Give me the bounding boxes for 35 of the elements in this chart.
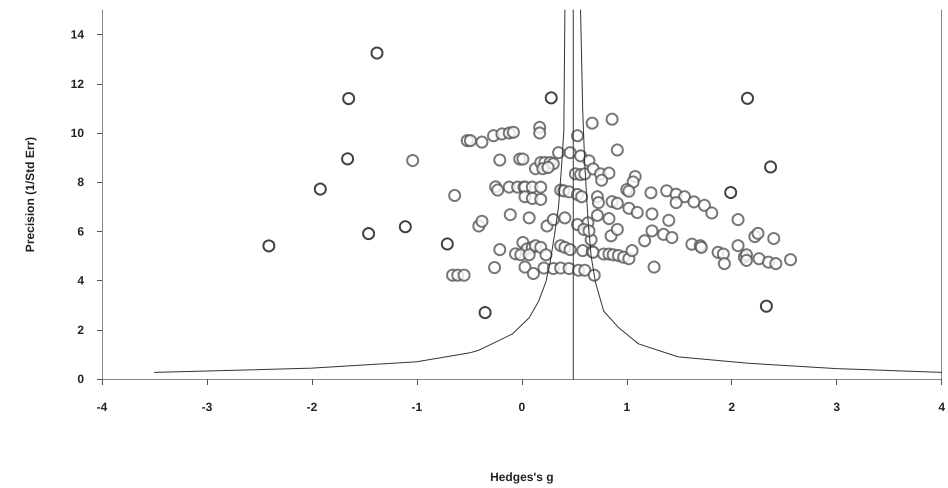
point [760, 300, 773, 313]
point [342, 92, 356, 106]
y-tick-label: 2 [77, 322, 84, 337]
y-tick-label: 12 [70, 76, 84, 91]
point [764, 160, 778, 174]
point [440, 237, 454, 250]
line-series [154, 10, 566, 373]
y-tick-label: 4 [77, 274, 84, 288]
x-tick-label: -4 [96, 400, 108, 414]
y-tick-label: 10 [70, 126, 84, 140]
point [544, 91, 558, 104]
y-tick-label: 0 [77, 372, 84, 386]
x-tick-label: 0 [518, 400, 526, 414]
x-tick-label: -2 [306, 400, 318, 414]
x-tick-label: 4 [938, 400, 946, 414]
point [741, 92, 754, 105]
y-tick-label: 8 [77, 175, 84, 190]
x-tick-label: 3 [833, 400, 840, 414]
x-axis-title: Hedges's g [490, 470, 554, 484]
point [398, 220, 412, 234]
point [724, 186, 738, 200]
point [478, 306, 492, 320]
y-tick-label: 6 [77, 224, 84, 238]
point [362, 227, 376, 240]
x-tick-label: 1 [623, 400, 630, 414]
x-tick-label: -1 [412, 400, 423, 414]
point [370, 46, 384, 60]
x-tick-label: -3 [202, 400, 213, 414]
line-series [580, 10, 942, 373]
y-axis-title: Precision (1/Std Err) [23, 136, 37, 252]
point [262, 239, 276, 252]
point [314, 182, 327, 196]
x-tick-label: 2 [728, 400, 736, 414]
point [341, 152, 354, 166]
y-tick-label: 14 [70, 28, 84, 42]
